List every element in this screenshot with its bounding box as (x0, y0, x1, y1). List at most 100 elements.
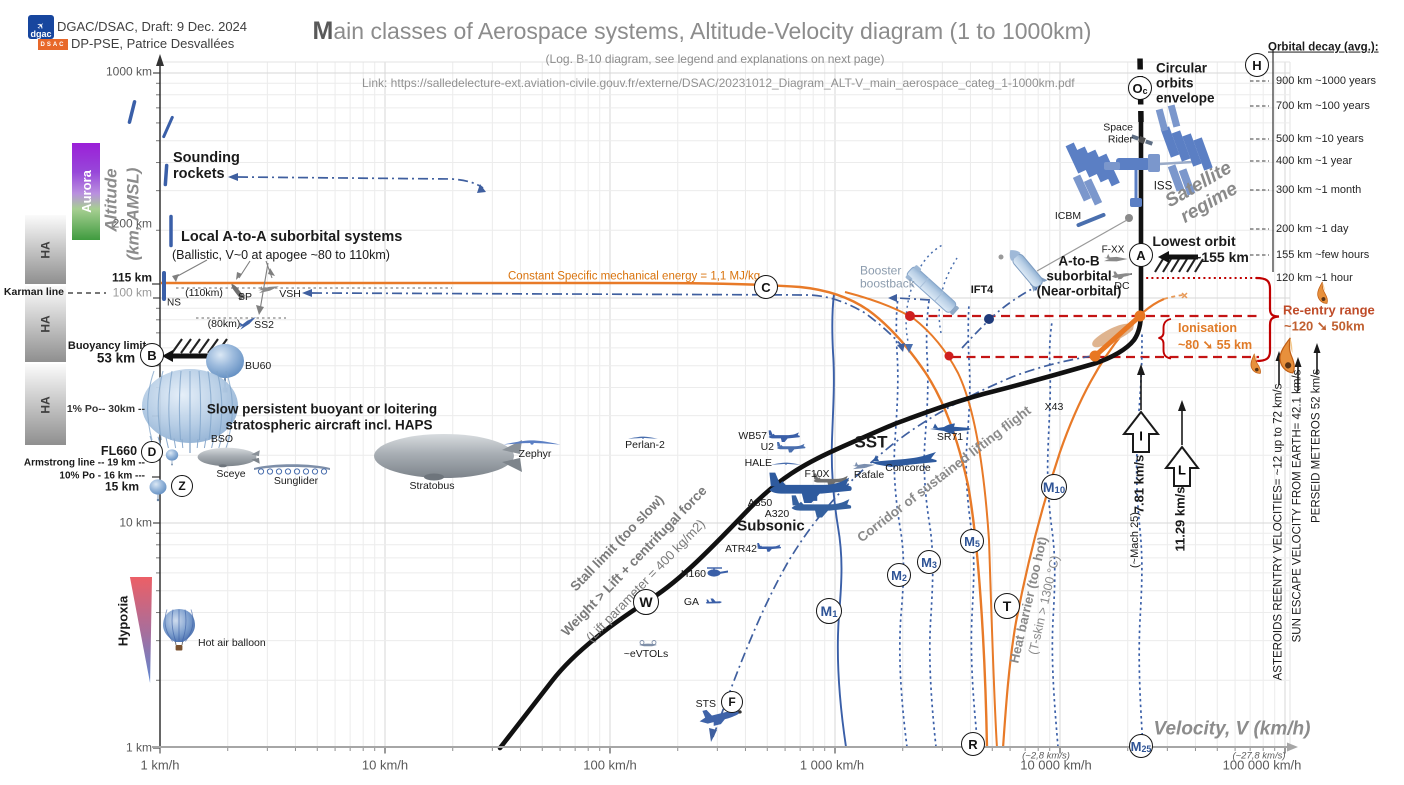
sp-label: SP (237, 291, 253, 304)
page-title: Main classes of Aerospace systems, Altit… (312, 17, 1092, 45)
ns-label: NS (167, 297, 181, 309)
mach-line-M5 (965, 303, 979, 748)
x-tick-label-4: 10 000 km/h (1020, 757, 1092, 773)
po1-label: 1% Po-- 30km -- (66, 403, 145, 416)
hot-air-balloon-label: Hot air balloon (198, 637, 266, 650)
marker-C: C (754, 275, 778, 299)
sounding-rocket-tick-3 (163, 163, 169, 187)
speed-1129: 11.29 km/s (1172, 486, 1188, 552)
y-axis-title-2: (km, AMSL) (123, 167, 143, 261)
marker-W: W (633, 589, 659, 615)
a350-airliner (769, 472, 852, 504)
dc-label: DC (1114, 280, 1130, 293)
sr71-label: SR71 (936, 431, 964, 444)
flame-3 (1250, 353, 1261, 374)
alt-53km-label: 53 km (96, 350, 136, 366)
decay-entry-0: 900 km ~1000 years (1276, 74, 1376, 87)
heat-barrier-dashed-tail (1163, 293, 1187, 300)
ha-bar-1-label: HA (38, 240, 53, 259)
sts-shuttle (699, 709, 742, 726)
decay-entry-4: 300 km ~1 month (1276, 183, 1362, 196)
orbital-decay-title: Orbital decay (avg.): (1268, 41, 1379, 54)
circular-orbits-label: Circular orbits envelope (1156, 60, 1215, 106)
page-subtitle: (Log. B-10 diagram, see legend and expla… (545, 52, 885, 66)
ionisation-1: Ionisation (1178, 321, 1238, 335)
y-tick-label-5: 1 km (125, 740, 152, 755)
zephyr-label: Zephyr (518, 448, 552, 461)
slow-persistent-2: stratospheric aircraft incl. HAPS (225, 417, 433, 433)
dgac-logo-text: dgac (30, 29, 52, 39)
apogee-110km-label: (110km) (185, 287, 223, 300)
local-atoa-sub: (Ballistic, V~0 at apogee ~80 to 110km) (172, 248, 390, 262)
marker-H: H (1245, 53, 1269, 77)
icbm-pointer-line (1036, 219, 1128, 272)
rafale-fighter (852, 461, 875, 470)
aurora-bar: Aurora (72, 143, 100, 240)
x-note-1: (~27,8 km/s) (1232, 750, 1286, 762)
perseid-note: PERSEID METEROS 52 km/s (1310, 368, 1323, 524)
dc-shuttle (1111, 271, 1133, 280)
y-tick-label-1: 200 km (112, 216, 152, 231)
ift4-label: IFT4 (970, 283, 994, 296)
ha-bar-2: HA (25, 286, 66, 362)
x43-label: X43 (1044, 401, 1064, 414)
rafale-label: Rafale (853, 469, 885, 482)
evtol-icon (639, 640, 657, 647)
sounding-rocket-tick-2 (162, 115, 174, 139)
reentry-ionisation-segment (1089, 310, 1146, 362)
perlan-label: Perlan-2 (625, 439, 665, 452)
speed-arrows-thin (1137, 343, 1321, 445)
slow-persistent-1: Slow persistent buoyant or loitering (206, 401, 438, 417)
marker-M25: M 25 (1129, 734, 1153, 758)
x-axis (152, 742, 1298, 752)
decay-entry-1: 700 km ~100 years (1276, 99, 1370, 112)
fxx-label: F-XX (1101, 244, 1125, 256)
aurora-bar-label: Aurora (78, 170, 94, 213)
sceye-blimp (197, 447, 260, 468)
decay-entry-5: 200 km ~1 day (1276, 222, 1349, 235)
sun-escape-note: SUN ESCAPE VELOCITY FROM EARTH= 42.1 km/… (1291, 369, 1304, 643)
point-markers (905, 214, 1133, 361)
y-axis-title-1: Altitude (101, 168, 121, 232)
sunglider-label: Sunglider (273, 475, 319, 488)
booster-55km-dot (944, 351, 954, 361)
limit-arrows (162, 251, 1198, 362)
vsh-label: VSH (279, 288, 301, 301)
sp-rocket (231, 283, 246, 301)
sounding-rocket-tick-1 (127, 100, 137, 124)
flame-2 (1279, 337, 1295, 374)
marker-Z: Z (171, 475, 193, 497)
ha-bar-3-label: HA (38, 395, 53, 414)
hot-air-balloon-icon (163, 609, 195, 651)
ga-plane (705, 598, 722, 604)
marker-T: T (994, 593, 1020, 619)
draft-line-2: DP-PSE, Patrice Desvallées (71, 36, 235, 51)
y-tick-label-2: 115 km (111, 270, 152, 285)
local-atoa-pointers (172, 259, 275, 315)
icon-layer (127, 100, 1328, 726)
hale-label: HALE (744, 457, 772, 470)
mach-line-M25 (1135, 331, 1144, 748)
x-tick-label-1: 10 km/h (361, 757, 409, 773)
sounding-return-line (237, 176, 484, 189)
marker-R: R (961, 732, 985, 756)
reentry-plus-mark (1181, 292, 1188, 299)
bso-label: BSO (210, 433, 234, 446)
link-line: Link: https://salledelecture-ext.aviatio… (362, 76, 1075, 90)
zephyr-wing (503, 440, 561, 445)
atob-rocket (1009, 250, 1048, 292)
bu60-label: BU60 (245, 360, 272, 373)
speed-block-arrows (1121, 410, 1201, 487)
speed-781: 7.81 km/s (1131, 454, 1147, 514)
wb57-label: WB57 (738, 430, 767, 443)
evtols-label: ~eVTOLs (623, 648, 669, 661)
ss2-plane (238, 316, 256, 330)
energy-curve (161, 281, 989, 749)
booster-apogee-dot (905, 311, 915, 321)
dsac-logo: DSAC (38, 39, 68, 50)
boostback-arrow-line (896, 297, 931, 301)
armstrong-label: Armstrong line -- 19 km -- (23, 457, 145, 469)
concorde-plane (870, 452, 937, 467)
